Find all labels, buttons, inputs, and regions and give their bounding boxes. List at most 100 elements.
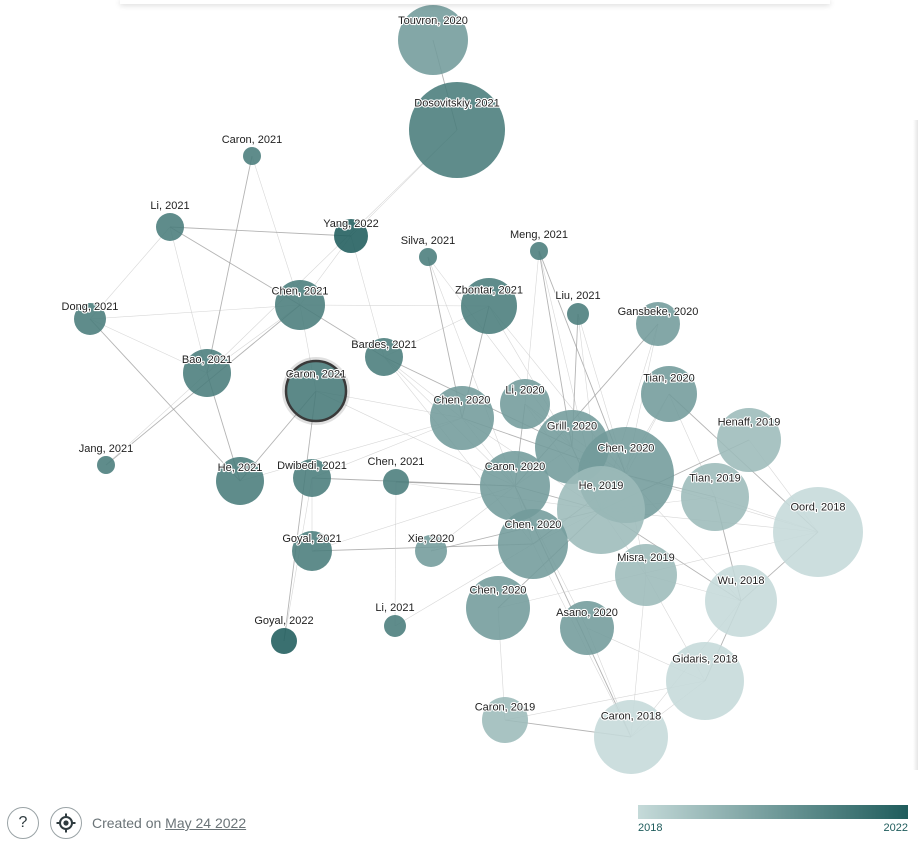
node-label: Tian, 2020: [643, 373, 695, 385]
paper-node-tian2020[interactable]: Tian, 2020: [641, 366, 697, 422]
node-circle[interactable]: [530, 242, 548, 260]
node-circle[interactable]: [243, 147, 261, 165]
paper-node-gidaris2018[interactable]: Gidaris, 2018: [666, 642, 744, 720]
node-circle[interactable]: [500, 379, 550, 429]
paper-node-caron2020[interactable]: Caron, 2020: [480, 451, 550, 521]
paper-node-li2021b[interactable]: Li, 2021: [374, 601, 416, 637]
paper-node-xie2020[interactable]: Xie, 2020: [407, 532, 455, 567]
graph-nodes[interactable]: Touvron, 2020 Dosovitskiy, 2021 Caron, 202…: [60, 5, 863, 774]
node-label: Gidaris, 2018: [672, 654, 737, 666]
node-circle[interactable]: [74, 303, 106, 335]
node-circle[interactable]: [480, 451, 550, 521]
paper-node-chen2020a[interactable]: Chen, 2020: [430, 386, 494, 450]
paper-node-gansbeke2020[interactable]: Gansbeke, 2020: [617, 302, 699, 346]
node-circle[interactable]: [466, 576, 530, 640]
scale-max-label: 2022: [883, 822, 908, 834]
paper-node-oord2018[interactable]: Oord, 2018: [773, 487, 863, 577]
citation-edge: [427, 256, 516, 487]
node-label: Chen, 2021: [368, 456, 425, 468]
citation-edge: [89, 318, 241, 482]
node-circle[interactable]: [717, 408, 781, 472]
node-circle[interactable]: [384, 615, 406, 637]
node-circle[interactable]: [383, 469, 409, 495]
paper-node-chen2020d[interactable]: Chen, 2020: [466, 576, 530, 640]
node-circle[interactable]: [430, 386, 494, 450]
node-circle[interactable]: [498, 509, 568, 579]
node-label: Tian, 2019: [689, 472, 741, 484]
node-circle[interactable]: [365, 338, 403, 376]
crosshair-icon: [56, 813, 76, 833]
paper-node-wu2018[interactable]: Wu, 2018: [705, 565, 777, 637]
node-circle[interactable]: [773, 487, 863, 577]
node-circle[interactable]: [97, 456, 115, 474]
node-label: Chen, 2020: [505, 519, 562, 531]
paper-node-chen2020c[interactable]: Chen, 2020: [498, 509, 568, 579]
paper-node-caron2021a[interactable]: Caron, 2021: [221, 133, 283, 165]
node-circle[interactable]: [461, 278, 517, 334]
node-circle[interactable]: [560, 601, 614, 655]
node-label: Touvron, 2020: [398, 15, 468, 27]
node-label: Chen, 2021: [272, 285, 329, 297]
node-circle[interactable]: [293, 459, 331, 497]
node-circle[interactable]: [292, 531, 332, 571]
node-label: Caron, 2019: [475, 701, 536, 713]
node-circle[interactable]: [594, 700, 668, 774]
paper-node-caron2018[interactable]: Caron, 2018: [594, 700, 668, 774]
node-circle[interactable]: [482, 697, 528, 743]
node-label: Chen, 2020: [598, 443, 655, 455]
paper-node-touvron2020[interactable]: Touvron, 2020: [397, 5, 469, 75]
paper-node-li2021a[interactable]: Li, 2021: [149, 199, 191, 241]
node-circle[interactable]: [284, 359, 348, 423]
paper-node-dong2021[interactable]: Dong, 2021: [60, 300, 120, 335]
paper-node-goyal2022[interactable]: Goyal, 2022: [253, 614, 315, 654]
paper-node-henaff2019[interactable]: Henaff, 2019: [717, 408, 781, 472]
recenter-button[interactable]: [50, 807, 82, 839]
paper-node-he2021[interactable]: He, 2021: [216, 457, 264, 505]
paper-node-yang2022[interactable]: Yang, 2022: [322, 217, 380, 253]
node-circle[interactable]: [557, 466, 645, 554]
paper-node-silva2021[interactable]: Silva, 2021: [400, 234, 456, 266]
paper-node-jang2021[interactable]: Jang, 2021: [78, 442, 134, 474]
paper-node-dwibedi2021[interactable]: Dwibedi, 2021: [276, 459, 348, 497]
node-label: Oord, 2018: [790, 501, 845, 513]
node-circle[interactable]: [615, 544, 677, 606]
citation-graph[interactable]: Touvron, 2020 Dosovitskiy, 2021 Caron, 202…: [0, 0, 918, 800]
help-button[interactable]: ?: [7, 807, 39, 839]
paper-node-caron2021b[interactable]: Caron, 2021: [282, 357, 350, 425]
created-date-link[interactable]: May 24 2022: [165, 815, 247, 831]
created-prefix: Created on: [92, 815, 162, 831]
node-circle[interactable]: [641, 366, 697, 422]
node-circle[interactable]: [705, 565, 777, 637]
node-circle[interactable]: [334, 219, 368, 253]
paper-node-meng2021[interactable]: Meng, 2021: [509, 228, 569, 260]
paper-node-bao2021[interactable]: Bao, 2021: [181, 349, 233, 397]
node-circle[interactable]: [398, 5, 468, 75]
node-circle[interactable]: [409, 82, 505, 178]
node-circle[interactable]: [275, 280, 325, 330]
node-circle[interactable]: [183, 349, 231, 397]
node-circle[interactable]: [216, 457, 264, 505]
paper-node-dosovitskiy2021[interactable]: Dosovitskiy, 2021: [409, 82, 505, 178]
paper-node-zbontar2021[interactable]: Zbontar, 2021: [454, 278, 524, 334]
paper-node-bardes2021[interactable]: Bardes, 2021: [350, 338, 418, 376]
node-circle[interactable]: [636, 302, 680, 346]
node-label: Chen, 2020: [470, 584, 527, 596]
node-circle[interactable]: [666, 642, 744, 720]
paper-node-misra2019[interactable]: Misra, 2019: [615, 544, 677, 606]
paper-node-liu2021[interactable]: Liu, 2021: [554, 289, 602, 325]
paper-node-he2019[interactable]: He, 2019: [557, 466, 645, 554]
node-circle[interactable]: [271, 628, 297, 654]
node-circle[interactable]: [156, 213, 184, 241]
paper-node-goyal2021[interactable]: Goyal, 2021: [281, 531, 343, 571]
paper-node-li2020[interactable]: Li, 2020: [500, 379, 550, 429]
paper-node-asano2020[interactable]: Asano, 2020: [555, 601, 619, 655]
node-circle[interactable]: [419, 248, 437, 266]
paper-node-chen2021b[interactable]: Chen, 2021: [366, 455, 426, 495]
paper-node-chen2021a[interactable]: Chen, 2021: [270, 280, 330, 330]
citation-edge: [394, 481, 397, 627]
paper-node-caron2019[interactable]: Caron, 2019: [474, 697, 536, 743]
paper-node-tian2019[interactable]: Tian, 2019: [681, 463, 749, 531]
node-circle[interactable]: [681, 463, 749, 531]
node-circle[interactable]: [567, 303, 589, 325]
node-circle[interactable]: [415, 535, 447, 567]
